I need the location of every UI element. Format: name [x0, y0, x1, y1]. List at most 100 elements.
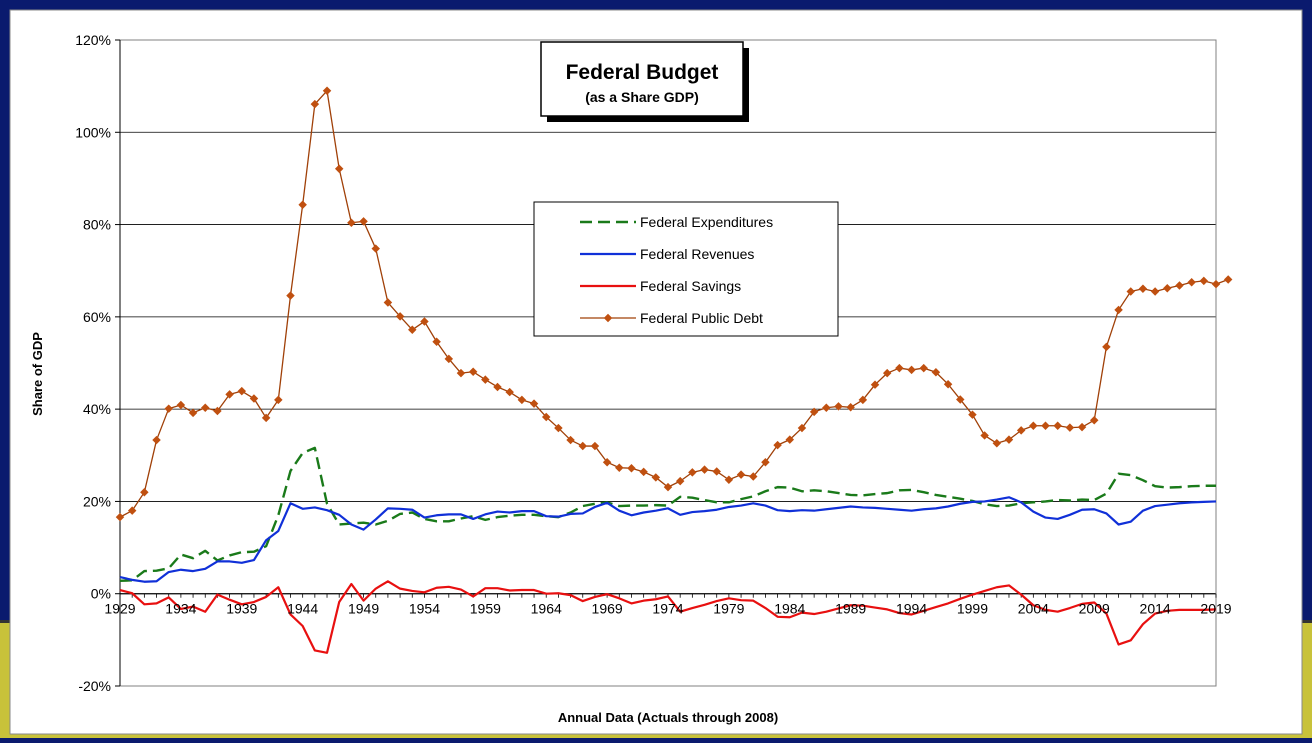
x-tick-label: 2004: [1018, 601, 1049, 617]
debt-marker: [882, 368, 892, 378]
y-tick-label: 40%: [83, 401, 111, 417]
x-tick-label: 2014: [1140, 601, 1171, 617]
debt-marker: [1016, 426, 1026, 435]
debt-marker: [359, 217, 368, 226]
debt-marker: [541, 412, 551, 422]
debt-marker: [956, 395, 965, 404]
series-lines: [115, 86, 1233, 654]
x-tick-label: 1944: [287, 601, 318, 617]
y-tick-label: -20%: [78, 678, 111, 694]
y-tick-label: 120%: [75, 32, 111, 48]
legend: Federal Expenditures Federal Revenues Fede…: [533, 201, 839, 337]
debt-marker: [249, 394, 259, 403]
chart-title: Federal Budget: [566, 61, 719, 84]
debt-marker: [773, 440, 782, 450]
debt-marker: [286, 291, 295, 300]
x-axis-label: Annual Data (Actuals through 2008): [558, 710, 778, 725]
x-tick-label: 1964: [531, 601, 562, 617]
series-line-2: [119, 580, 1217, 654]
debt-marker: [651, 473, 661, 482]
debt-marker: [334, 164, 344, 173]
debt-marker: [225, 390, 234, 399]
x-tick-label: 1929: [104, 601, 135, 617]
debt-marker: [347, 218, 356, 227]
x-tick-label: 2019: [1200, 601, 1231, 617]
x-tick-label: 1979: [713, 601, 744, 617]
x-tick-label: 1999: [957, 601, 988, 617]
debt-marker: [152, 435, 161, 445]
debt-marker: [1041, 421, 1050, 430]
debt-marker: [688, 468, 697, 477]
legend-label: Federal Public Debt: [640, 310, 763, 326]
x-tick-label: 1934: [165, 601, 196, 617]
debt-marker: [468, 367, 478, 377]
legend-label: Federal Revenues: [640, 246, 754, 262]
debt-marker: [968, 410, 977, 419]
debt-marker: [846, 403, 855, 412]
y-tick-label: 100%: [75, 124, 111, 140]
series-line-0: [119, 446, 1216, 582]
y-tick-label: 80%: [83, 217, 111, 233]
x-tick-label: 1989: [835, 601, 866, 617]
x-tick-label: 1959: [470, 601, 501, 617]
debt-marker: [176, 400, 186, 410]
debt-marker: [931, 367, 941, 377]
debt-marker: [748, 472, 758, 481]
debt-marker: [395, 312, 405, 321]
debt-marker: [822, 403, 831, 413]
debt-marker: [919, 363, 928, 373]
legend-marker: [603, 313, 613, 323]
debt-marker: [274, 395, 283, 405]
debt-marker: [627, 463, 636, 473]
debt-marker: [298, 200, 307, 209]
series-line-1: [119, 496, 1217, 583]
debt-marker: [444, 354, 454, 364]
legend-label: Federal Savings: [640, 278, 741, 294]
debt-marker: [505, 387, 514, 397]
x-tick-label: 1994: [896, 601, 927, 617]
debt-marker: [115, 512, 125, 522]
debt-marker: [383, 298, 393, 307]
y-tick-label: 0%: [91, 586, 111, 602]
debt-marker: [712, 467, 721, 476]
y-tick-label: 20%: [83, 493, 111, 509]
debt-marker: [761, 457, 770, 467]
x-tick-label: 1954: [409, 601, 440, 617]
x-tick-label: 1939: [226, 601, 257, 617]
debt-marker: [809, 407, 819, 417]
debt-marker: [870, 380, 880, 389]
debt-marker: [943, 379, 953, 389]
chart-subtitle: (as a Share GDP): [585, 89, 699, 105]
debt-marker: [420, 317, 429, 326]
debt-marker: [1223, 275, 1233, 284]
debt-marker: [1187, 278, 1196, 287]
debt-marker: [578, 441, 588, 451]
debt-marker: [1102, 342, 1111, 352]
debt-marker: [724, 475, 734, 484]
debt-marker: [517, 395, 527, 405]
debt-marker: [1126, 287, 1136, 296]
y-axis-label: Share of GDP: [30, 332, 45, 416]
debt-marker: [1004, 435, 1014, 444]
debt-marker: [797, 423, 807, 433]
debt-marker: [602, 457, 612, 467]
debt-marker: [261, 413, 271, 423]
debt-marker: [992, 439, 1002, 448]
debt-marker: [371, 244, 380, 253]
x-tick-label: 1984: [774, 601, 805, 617]
x-tick-label: 1949: [348, 601, 379, 617]
debt-marker: [566, 435, 575, 445]
debt-marker: [481, 375, 490, 384]
tick-labels: -20% 0% 20% 40% 60% 80% 100% 120% 1929 1934 1939 19…: [75, 32, 1232, 694]
debt-marker: [164, 404, 173, 413]
debt-marker: [456, 368, 466, 378]
debt-marker: [1163, 284, 1172, 293]
debt-marker: [834, 402, 843, 411]
title-box: Federal Budget (as a Share GDP): [540, 41, 749, 122]
axes: [115, 39, 1217, 687]
debt-marker: [675, 476, 685, 486]
x-tick-label: 1974: [652, 601, 683, 617]
y-tick-label: 60%: [83, 309, 111, 325]
debt-marker: [615, 463, 624, 472]
